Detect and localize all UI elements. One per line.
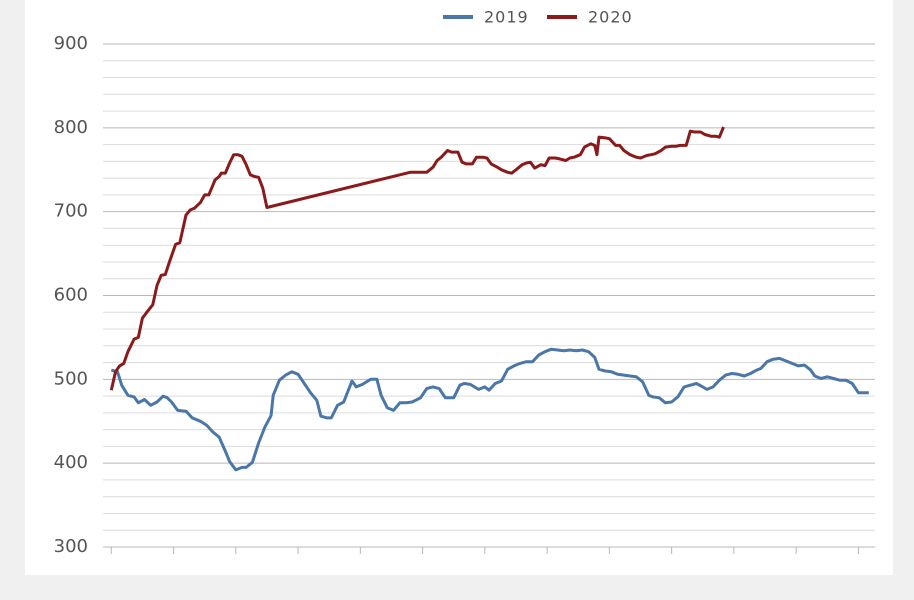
y-tick-label: 700 — [54, 201, 88, 222]
legend-label: 2019 — [484, 8, 529, 27]
legend-label: 2020 — [588, 8, 633, 27]
y-tick-label: 800 — [54, 117, 88, 138]
y-tick-label: 300 — [54, 536, 88, 557]
chart-panel — [25, 0, 893, 575]
series-line — [110, 347, 869, 472]
y-tick-label: 400 — [54, 452, 88, 473]
y-tick-label: 600 — [54, 285, 88, 306]
y-tick-label: 500 — [54, 368, 88, 389]
series-line — [109, 126, 725, 391]
y-tick-label: 900 — [54, 33, 88, 54]
